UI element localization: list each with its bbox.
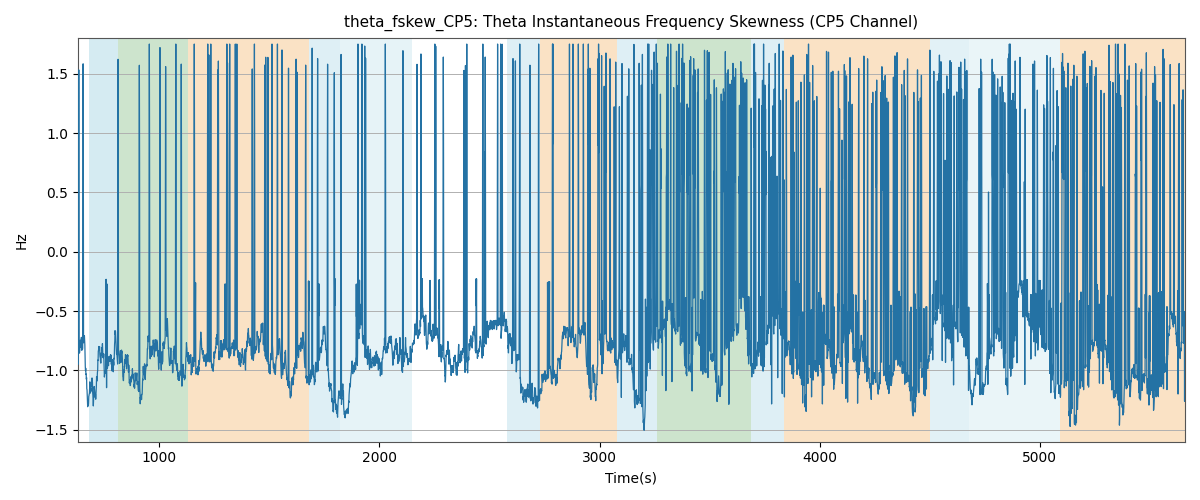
Bar — [1060, 38, 1186, 442]
Bar — [340, 38, 413, 442]
Bar — [930, 38, 970, 442]
Bar — [785, 38, 930, 442]
Bar — [310, 38, 340, 442]
Bar — [118, 38, 188, 442]
X-axis label: Time(s): Time(s) — [606, 471, 658, 485]
Title: theta_fskew_CP5: Theta Instantaneous Frequency Skewness (CP5 Channel): theta_fskew_CP5: Theta Instantaneous Fre… — [344, 15, 918, 31]
Bar — [188, 38, 310, 442]
Y-axis label: Hz: Hz — [14, 231, 29, 249]
Bar — [89, 38, 118, 442]
Bar — [656, 38, 751, 442]
Bar — [508, 38, 540, 442]
Bar — [751, 38, 785, 442]
Bar — [540, 38, 617, 442]
Bar — [617, 38, 656, 442]
Bar — [970, 38, 1060, 442]
